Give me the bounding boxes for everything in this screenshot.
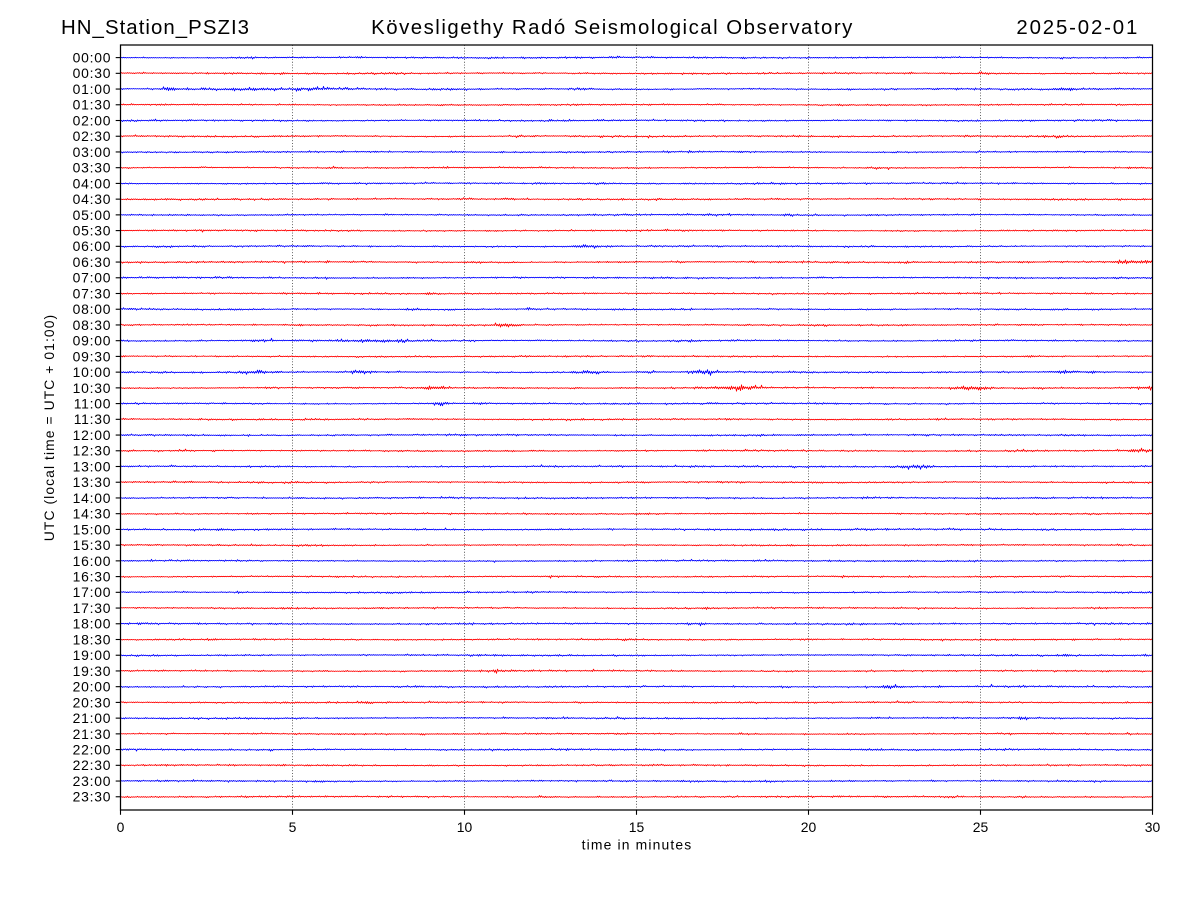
svg-text:23:30: 23:30 [73,789,112,805]
svg-text:03:30: 03:30 [73,160,112,176]
svg-text:10:30: 10:30 [73,380,112,396]
svg-text:11:30: 11:30 [74,411,111,427]
svg-text:17:30: 17:30 [73,600,112,616]
svg-text:04:30: 04:30 [73,191,112,207]
svg-text:02:00: 02:00 [73,112,112,128]
svg-text:5: 5 [289,819,297,835]
svg-text:20:00: 20:00 [73,679,112,695]
svg-text:15: 15 [629,819,645,835]
svg-text:HN_Station_PSZI3: HN_Station_PSZI3 [61,17,250,39]
svg-text:18:00: 18:00 [73,616,112,632]
svg-text:13:00: 13:00 [73,458,112,474]
svg-text:05:00: 05:00 [73,207,112,223]
svg-text:11:00: 11:00 [74,395,111,411]
svg-text:07:00: 07:00 [73,270,112,286]
svg-text:20:30: 20:30 [73,694,112,710]
svg-text:17:00: 17:00 [73,584,112,600]
svg-text:16:30: 16:30 [73,568,112,584]
svg-text:06:00: 06:00 [73,238,112,254]
svg-text:00:30: 00:30 [73,65,112,81]
svg-text:22:00: 22:00 [73,741,112,757]
svg-text:14:00: 14:00 [73,490,112,506]
svg-text:15:00: 15:00 [73,521,112,537]
svg-text:03:00: 03:00 [73,144,112,160]
svg-text:09:00: 09:00 [73,333,112,349]
svg-text:2025-02-01: 2025-02-01 [1016,17,1139,39]
svg-text:20: 20 [801,819,817,835]
svg-text:19:30: 19:30 [73,663,112,679]
svg-text:23:00: 23:00 [73,773,112,789]
svg-text:08:00: 08:00 [73,301,112,317]
svg-text:30: 30 [1145,819,1161,835]
svg-text:Kövesligethy Radó Seismologica: Kövesligethy Radó Seismological Observat… [371,17,854,39]
svg-text:10: 10 [457,819,473,835]
svg-text:07:30: 07:30 [73,285,112,301]
svg-text:10:00: 10:00 [73,364,112,380]
svg-text:06:30: 06:30 [73,254,112,270]
svg-text:12:00: 12:00 [73,427,112,443]
svg-text:0: 0 [117,819,125,835]
svg-text:time in minutes: time in minutes [582,837,693,853]
svg-text:25: 25 [973,819,989,835]
svg-text:21:30: 21:30 [73,726,112,742]
svg-text:UTC (local time = UTC + 01:00): UTC (local time = UTC + 01:00) [41,314,57,541]
svg-text:14:30: 14:30 [73,506,112,522]
svg-text:22:30: 22:30 [73,757,112,773]
svg-text:04:00: 04:00 [73,175,112,191]
svg-text:15:30: 15:30 [73,537,112,553]
svg-text:01:00: 01:00 [73,81,112,97]
svg-text:21:00: 21:00 [73,710,112,726]
svg-text:13:30: 13:30 [73,474,112,490]
svg-text:18:30: 18:30 [73,631,112,647]
svg-text:09:30: 09:30 [73,348,112,364]
svg-text:08:30: 08:30 [73,317,112,333]
svg-text:16:00: 16:00 [73,553,112,569]
svg-text:12:30: 12:30 [73,443,112,459]
svg-text:05:30: 05:30 [73,223,112,239]
svg-text:19:00: 19:00 [73,647,112,663]
svg-text:01:30: 01:30 [73,97,112,113]
svg-text:00:00: 00:00 [73,50,112,66]
svg-text:02:30: 02:30 [73,128,112,144]
